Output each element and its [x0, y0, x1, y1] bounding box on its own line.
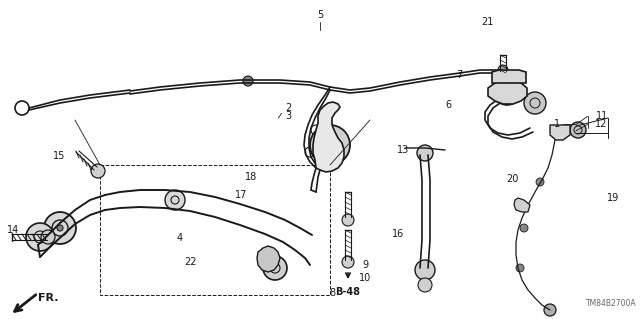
Text: 19: 19 [607, 193, 620, 203]
Text: 8: 8 [330, 288, 336, 299]
Text: 6: 6 [445, 100, 451, 110]
Text: 22: 22 [184, 256, 197, 267]
Text: TM84B2700A: TM84B2700A [586, 299, 637, 308]
Circle shape [41, 230, 55, 244]
Polygon shape [313, 102, 344, 172]
Circle shape [501, 86, 513, 98]
Circle shape [520, 224, 528, 232]
Text: 18: 18 [245, 172, 258, 182]
Circle shape [417, 145, 433, 161]
Text: 4: 4 [177, 233, 183, 243]
Text: 10: 10 [359, 273, 371, 283]
Text: 12: 12 [595, 119, 608, 130]
Circle shape [44, 212, 76, 244]
Circle shape [243, 76, 253, 86]
Text: 17: 17 [235, 189, 248, 200]
Text: 16: 16 [392, 229, 404, 240]
Circle shape [91, 164, 105, 178]
Circle shape [165, 190, 185, 210]
Circle shape [342, 256, 354, 268]
Circle shape [524, 92, 546, 114]
Text: 2: 2 [285, 103, 291, 114]
Circle shape [57, 225, 63, 231]
Text: 7: 7 [456, 70, 463, 80]
Text: B-48: B-48 [335, 287, 360, 297]
Polygon shape [514, 198, 530, 212]
Text: 20: 20 [506, 174, 518, 184]
Circle shape [26, 223, 54, 251]
Circle shape [498, 65, 508, 75]
Text: FR.: FR. [38, 293, 58, 303]
Text: 21: 21 [481, 17, 494, 27]
Circle shape [322, 137, 338, 153]
Text: 1: 1 [554, 119, 560, 130]
Circle shape [544, 304, 556, 316]
Polygon shape [488, 80, 527, 104]
Polygon shape [492, 70, 526, 83]
Circle shape [263, 256, 287, 280]
Text: 15: 15 [53, 151, 66, 161]
Circle shape [494, 79, 520, 105]
Circle shape [342, 214, 354, 226]
Circle shape [310, 125, 350, 165]
Polygon shape [550, 125, 570, 140]
Bar [100, 165, 330, 295]
Text: 11: 11 [595, 111, 608, 122]
Circle shape [570, 122, 586, 138]
Circle shape [415, 260, 435, 280]
Circle shape [516, 264, 524, 272]
Circle shape [418, 278, 432, 292]
Circle shape [536, 178, 544, 186]
Text: 3: 3 [285, 111, 291, 122]
Text: 9: 9 [362, 260, 368, 270]
Text: 13: 13 [397, 145, 410, 155]
Polygon shape [257, 246, 280, 272]
Text: 5: 5 [317, 10, 323, 20]
Text: 14: 14 [6, 225, 19, 235]
